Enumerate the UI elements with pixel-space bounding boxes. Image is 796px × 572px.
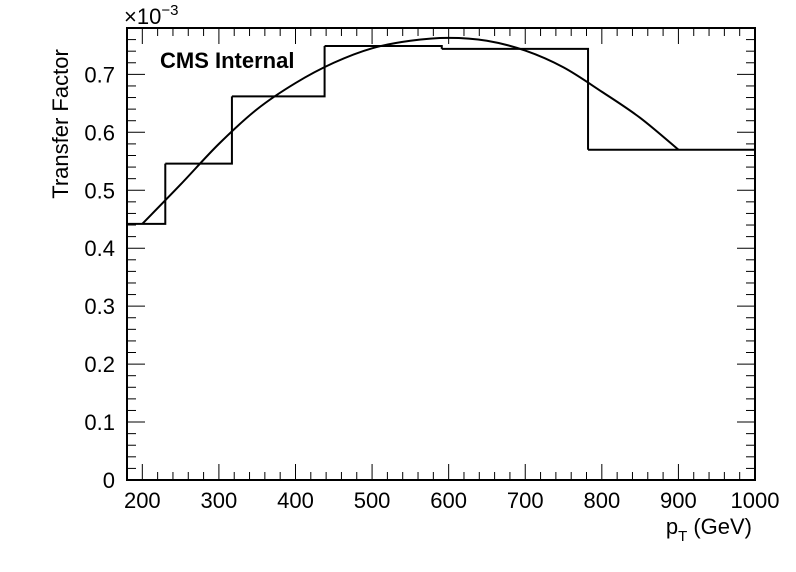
y-tick-label-0.1: 0.1 bbox=[84, 410, 115, 435]
plot-frame bbox=[126, 27, 756, 481]
x-tick-label-800: 800 bbox=[583, 488, 620, 513]
y-tick-label-0.6: 0.6 bbox=[84, 120, 115, 145]
y-axis-title: Transfer Factor bbox=[48, 49, 73, 199]
y-tick-label-0.2: 0.2 bbox=[84, 352, 115, 377]
histogram-bin-1 bbox=[127, 163, 167, 225]
y-tick-label-0.4: 0.4 bbox=[84, 236, 115, 261]
axis-ticks bbox=[126, 27, 756, 481]
x-tick-label-900: 900 bbox=[660, 488, 697, 513]
y-tick-label-0: 0 bbox=[103, 468, 115, 493]
fit-curve-line bbox=[141, 36, 680, 225]
y-tick-label-0.5: 0.5 bbox=[84, 178, 115, 203]
x-axis-title: pT (GeV) bbox=[666, 514, 752, 545]
x-tick-label-300: 300 bbox=[201, 488, 238, 513]
x-tick-label-500: 500 bbox=[354, 488, 391, 513]
histogram-bin-3 bbox=[231, 45, 326, 98]
annotation-cms-internal: CMS Internal bbox=[160, 48, 294, 73]
y-tick-label-0.7: 0.7 bbox=[84, 62, 115, 87]
x-tick-label-400: 400 bbox=[277, 488, 314, 513]
y-exponent-label: ×10−3 bbox=[124, 2, 178, 29]
histogram bbox=[127, 44, 755, 225]
x-tick-labels: 200 300 400 500 600 700 800 900 1000 bbox=[124, 488, 780, 513]
fit-curve bbox=[141, 36, 680, 225]
x-tick-label-700: 700 bbox=[507, 488, 544, 513]
x-tick-label-1000: 1000 bbox=[731, 488, 780, 513]
x-tick-label-200: 200 bbox=[124, 488, 161, 513]
histogram-bin-2 bbox=[165, 96, 233, 165]
x-tick-label-600: 600 bbox=[430, 488, 467, 513]
histogram-bin-5 bbox=[441, 47, 590, 150]
y-tick-label-0.3: 0.3 bbox=[84, 294, 115, 319]
y-tick-labels: 0 0.1 0.2 0.3 0.4 0.5 0.6 0.7 bbox=[84, 62, 115, 493]
